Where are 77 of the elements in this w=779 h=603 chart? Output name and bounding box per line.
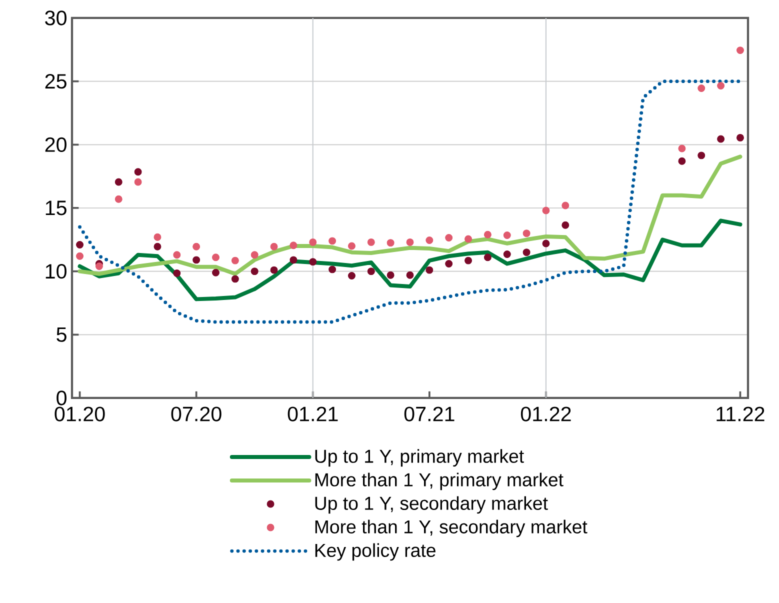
point	[484, 230, 492, 238]
y-tick-label: 20	[45, 137, 66, 152]
point	[212, 254, 220, 262]
y-tick-label: 15	[46, 200, 66, 216]
point	[270, 242, 278, 250]
point	[134, 168, 142, 176]
point	[309, 258, 317, 266]
point	[76, 252, 84, 260]
point	[348, 242, 356, 250]
point	[231, 256, 239, 264]
point	[250, 251, 258, 259]
point	[134, 178, 142, 186]
y-tick-label: 25	[45, 74, 66, 89]
point	[173, 269, 181, 277]
point	[678, 157, 686, 165]
point	[212, 268, 220, 276]
point	[154, 233, 162, 241]
point	[173, 251, 181, 259]
point	[698, 152, 706, 160]
point	[464, 235, 472, 243]
legend-label: More than 1 Y, primary market	[315, 472, 564, 490]
point	[154, 242, 162, 250]
x-tick-label: 11.22	[716, 406, 764, 422]
point	[231, 275, 239, 283]
point	[698, 84, 706, 92]
point	[76, 240, 84, 248]
point	[309, 238, 317, 246]
y-tick-label: 5	[56, 327, 66, 342]
point	[503, 231, 511, 239]
point	[522, 230, 530, 238]
point	[503, 250, 511, 258]
point	[406, 238, 414, 246]
point	[386, 239, 394, 247]
point	[426, 266, 434, 274]
point	[484, 254, 492, 262]
x-tick-label: 01.21	[288, 406, 338, 422]
point	[290, 242, 298, 250]
point	[736, 134, 744, 142]
point	[406, 271, 414, 279]
legend-label: Key policy rate	[315, 543, 436, 561]
point	[386, 271, 394, 279]
point	[192, 256, 200, 264]
y-tick-label: 30	[45, 10, 66, 26]
legend-label: Up to 1 Y, secondary market	[315, 496, 548, 514]
y-tick-label: 0	[56, 390, 66, 406]
point	[542, 206, 550, 214]
point	[114, 178, 122, 186]
point	[95, 262, 103, 270]
point	[717, 135, 725, 143]
x-tick-label: 07.20	[171, 406, 222, 422]
legend-label: Up to 1 Y, primary market	[315, 449, 524, 467]
point	[736, 46, 744, 54]
x-tick-label: 01.22	[520, 406, 571, 422]
x-tick-label: 07.21	[404, 406, 454, 422]
point	[562, 202, 570, 210]
point	[270, 266, 278, 274]
point	[678, 144, 686, 152]
point	[445, 234, 453, 242]
y-tick-label: 10	[46, 264, 66, 279]
point	[328, 237, 336, 245]
point	[717, 82, 725, 90]
point	[426, 236, 434, 244]
point	[192, 242, 200, 250]
point	[522, 248, 530, 256]
point	[367, 238, 375, 246]
point	[328, 266, 336, 274]
point	[290, 256, 298, 264]
x-tick-label: 01.20	[54, 406, 105, 422]
point	[114, 195, 122, 203]
point	[445, 260, 453, 268]
point	[562, 221, 570, 229]
point	[464, 256, 472, 264]
point	[367, 268, 375, 276]
point	[348, 272, 356, 280]
point	[542, 240, 550, 248]
point	[250, 268, 258, 276]
legend-label: More than 1 Y, secondary market	[315, 520, 588, 538]
